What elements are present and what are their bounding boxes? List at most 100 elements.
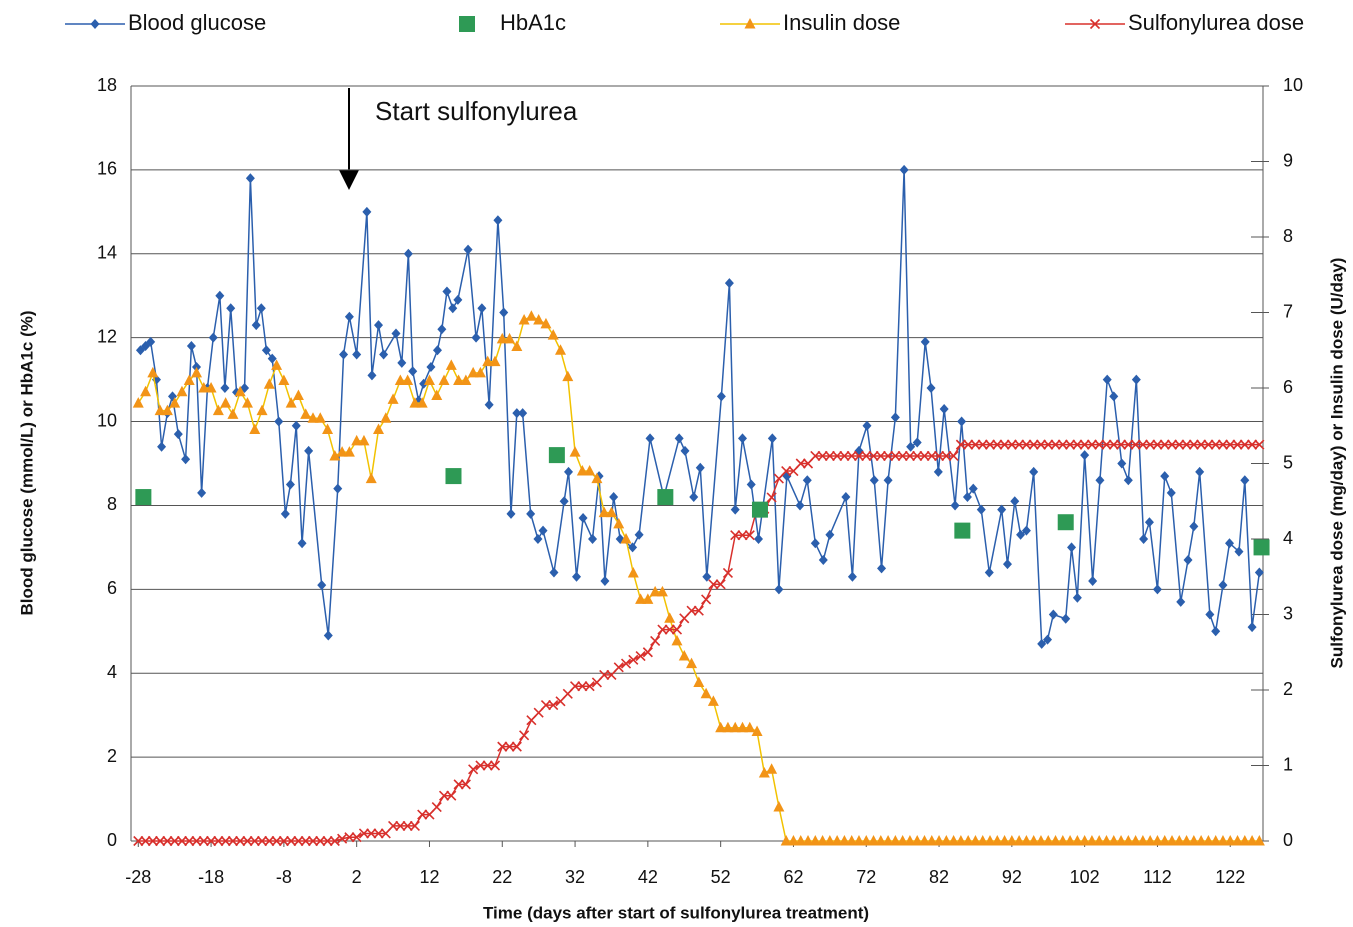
point	[1224, 835, 1236, 846]
point	[235, 835, 246, 847]
point	[584, 465, 596, 476]
point	[431, 389, 443, 401]
point	[1145, 439, 1156, 450]
point	[664, 624, 675, 635]
point	[402, 374, 414, 385]
point	[135, 489, 152, 506]
point	[198, 835, 209, 847]
point	[540, 700, 552, 711]
point	[897, 835, 909, 846]
point	[1151, 835, 1163, 846]
y2-tick-label: 9	[1283, 150, 1293, 170]
point	[564, 466, 574, 477]
point	[322, 423, 334, 435]
point	[1057, 439, 1068, 450]
point	[339, 349, 349, 360]
point	[445, 468, 462, 485]
point	[701, 594, 712, 605]
point	[154, 404, 166, 416]
point	[1173, 835, 1185, 846]
point	[432, 345, 442, 356]
point	[227, 835, 238, 847]
point	[251, 320, 261, 331]
point	[693, 676, 705, 687]
point	[1108, 439, 1119, 450]
point	[1174, 439, 1185, 450]
point	[817, 835, 829, 846]
point	[955, 439, 966, 450]
point	[613, 517, 625, 529]
point	[839, 450, 850, 462]
point	[499, 307, 509, 318]
point	[274, 416, 284, 427]
point	[680, 445, 690, 456]
point	[525, 310, 537, 321]
point	[395, 820, 406, 831]
point	[1109, 391, 1119, 402]
point	[468, 764, 479, 775]
point	[241, 397, 253, 408]
point	[1144, 517, 1154, 528]
point	[751, 725, 763, 737]
point	[854, 445, 864, 456]
point	[642, 593, 654, 604]
point	[155, 835, 166, 847]
point	[817, 450, 828, 462]
point	[323, 630, 333, 641]
point	[1240, 475, 1250, 486]
point	[1166, 835, 1178, 846]
point	[766, 763, 778, 774]
point	[547, 329, 559, 340]
legend-label: Sulfonylurea dose	[1128, 10, 1304, 35]
point	[533, 314, 545, 325]
point	[968, 483, 978, 494]
point	[926, 835, 938, 846]
point	[889, 835, 901, 846]
point	[882, 835, 894, 846]
point	[722, 721, 734, 733]
point	[1183, 554, 1193, 565]
point	[227, 408, 239, 419]
point	[271, 359, 283, 370]
point	[1160, 471, 1170, 482]
point	[1159, 439, 1170, 450]
point	[176, 835, 188, 847]
point	[948, 450, 959, 462]
point	[304, 445, 314, 456]
point	[442, 286, 452, 297]
point	[388, 820, 399, 831]
point	[1253, 835, 1265, 846]
point	[795, 500, 805, 511]
point	[1202, 835, 1214, 846]
point	[322, 835, 333, 847]
y-tick-label: 16	[97, 159, 117, 179]
point	[657, 489, 674, 506]
point	[511, 741, 522, 752]
point	[577, 681, 588, 692]
point	[475, 760, 486, 771]
point	[132, 397, 144, 408]
point	[292, 389, 304, 401]
point	[1072, 439, 1083, 450]
point	[351, 434, 363, 446]
point	[627, 566, 639, 578]
point	[569, 681, 581, 692]
point	[1203, 439, 1214, 450]
point	[426, 362, 436, 373]
point	[1239, 439, 1250, 450]
point	[948, 835, 960, 846]
point	[161, 404, 173, 416]
point	[955, 835, 967, 846]
point	[977, 835, 989, 846]
point	[467, 366, 479, 378]
point	[1217, 835, 1229, 846]
point	[984, 835, 996, 846]
point	[686, 605, 697, 616]
point	[186, 341, 196, 352]
point	[489, 760, 501, 771]
point	[147, 835, 158, 847]
point	[176, 385, 188, 397]
point	[1189, 521, 1199, 532]
point	[1137, 835, 1149, 846]
point	[519, 730, 530, 741]
